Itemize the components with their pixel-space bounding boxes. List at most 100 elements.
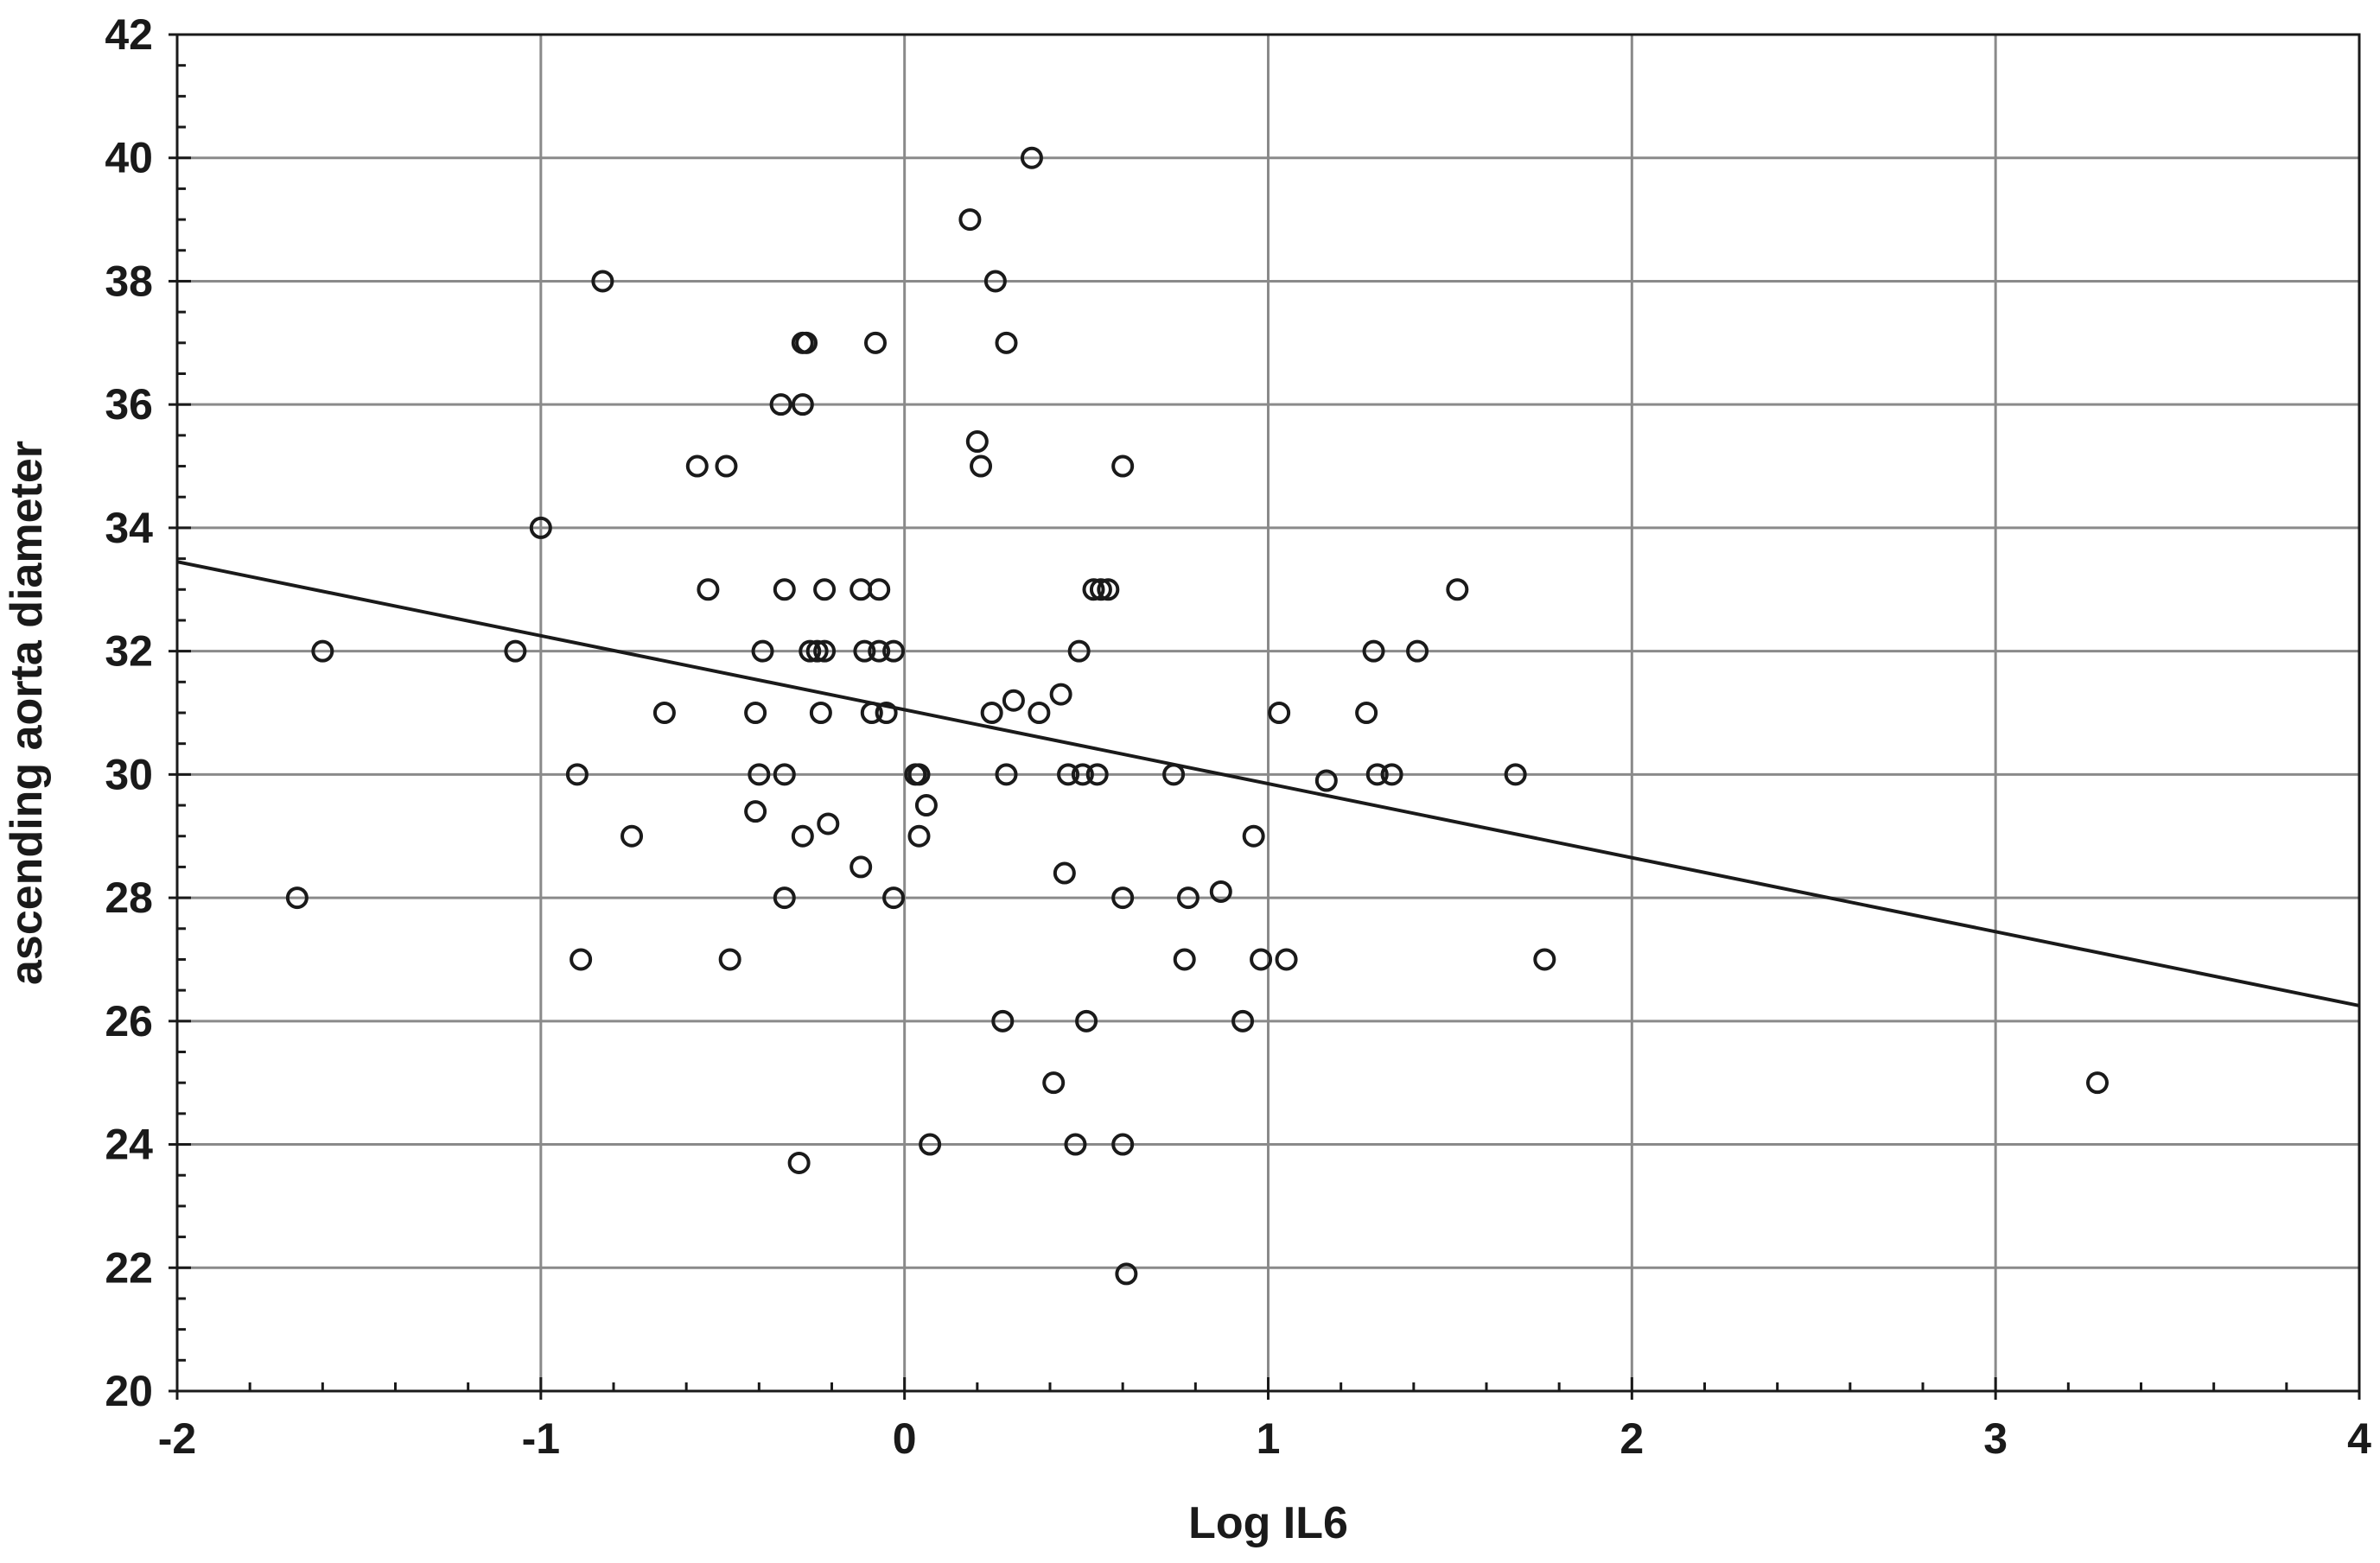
data-point bbox=[1314, 769, 1338, 792]
minor-ticks bbox=[175, 33, 2361, 1393]
data-point bbox=[1533, 948, 1556, 971]
data-point bbox=[1111, 454, 1135, 478]
data-point bbox=[860, 702, 883, 724]
data-point bbox=[791, 393, 814, 416]
y-tick-label: 24 bbox=[105, 1121, 153, 1169]
data-point bbox=[850, 578, 873, 601]
data-point bbox=[1406, 639, 1429, 663]
data-point bbox=[805, 639, 829, 663]
x-tick-label: 3 bbox=[1983, 1414, 2008, 1463]
data-point bbox=[591, 270, 614, 293]
data-point bbox=[965, 430, 989, 453]
data-point bbox=[970, 454, 993, 478]
data-point bbox=[1057, 763, 1080, 786]
data-point bbox=[868, 639, 891, 663]
data-point bbox=[1504, 763, 1527, 786]
data-point bbox=[620, 824, 644, 848]
data-point bbox=[882, 886, 906, 910]
data-point bbox=[1111, 886, 1135, 910]
data-point bbox=[697, 578, 720, 601]
data-point bbox=[1231, 1009, 1255, 1032]
data-point bbox=[799, 639, 822, 663]
data-point bbox=[813, 639, 837, 663]
data-point bbox=[1365, 763, 1389, 786]
data-point bbox=[715, 454, 738, 478]
data-point bbox=[995, 763, 1018, 786]
data-point bbox=[875, 702, 898, 724]
data-point bbox=[1064, 1133, 1087, 1156]
y-tick-label: 42 bbox=[105, 10, 153, 59]
data-point bbox=[791, 824, 814, 848]
data-point bbox=[529, 516, 552, 539]
x-tick-label: 4 bbox=[2347, 1414, 2371, 1463]
data-point bbox=[868, 578, 891, 601]
data-point bbox=[958, 208, 982, 232]
data-point bbox=[773, 763, 796, 786]
data-point bbox=[1071, 763, 1094, 786]
data-point bbox=[1111, 1133, 1135, 1156]
y-tick-label: 38 bbox=[105, 257, 153, 305]
y-tick-label: 30 bbox=[105, 750, 153, 798]
y-tick-label: 22 bbox=[105, 1243, 153, 1292]
data-point bbox=[773, 886, 796, 910]
data-point bbox=[1173, 948, 1196, 971]
data-point bbox=[853, 639, 876, 663]
data-point bbox=[1082, 578, 1105, 601]
x-tick-label: -1 bbox=[522, 1414, 560, 1463]
regression-line bbox=[176, 560, 2360, 1007]
data-point bbox=[685, 454, 709, 478]
data-point bbox=[1275, 948, 1298, 971]
data-point bbox=[1049, 683, 1072, 706]
data-point bbox=[817, 812, 840, 836]
y-tick-label: 40 bbox=[105, 134, 153, 182]
data-point bbox=[1209, 880, 1232, 903]
data-point bbox=[1250, 948, 1273, 971]
data-point bbox=[311, 639, 334, 663]
data-point bbox=[652, 702, 676, 724]
data-point bbox=[991, 1009, 1015, 1032]
x-tick-label: 0 bbox=[893, 1414, 917, 1463]
y-tick-label: 32 bbox=[105, 627, 153, 676]
data-point bbox=[787, 1151, 811, 1174]
data-point bbox=[718, 948, 741, 971]
data-point bbox=[1115, 1262, 1138, 1286]
data-point bbox=[1355, 702, 1378, 724]
data-point bbox=[1020, 146, 1043, 169]
data-point bbox=[1028, 702, 1051, 724]
data-points bbox=[285, 146, 2109, 1286]
x-axis-ticks: -2 -1 0 1 2 3 4 bbox=[158, 1391, 2371, 1463]
data-point bbox=[748, 763, 771, 786]
data-point bbox=[795, 331, 818, 354]
data-point bbox=[1362, 639, 1385, 663]
grid-layer bbox=[177, 35, 2359, 1391]
data-point bbox=[1268, 702, 1291, 724]
y-axis-title: ascending aorta diameter bbox=[2, 441, 52, 985]
y-tick-label: 36 bbox=[105, 380, 153, 429]
data-point bbox=[1242, 824, 1265, 848]
y-tick-label: 28 bbox=[105, 874, 153, 922]
data-point bbox=[2086, 1071, 2109, 1095]
y-tick-label: 26 bbox=[105, 997, 153, 1045]
data-point bbox=[813, 578, 837, 601]
data-point bbox=[1042, 1071, 1066, 1095]
data-point bbox=[504, 639, 527, 663]
data-point bbox=[570, 948, 593, 971]
x-tick-label: -2 bbox=[158, 1414, 196, 1463]
data-point bbox=[809, 702, 832, 724]
data-point bbox=[980, 702, 1003, 724]
data-point bbox=[565, 763, 589, 786]
data-point bbox=[995, 331, 1018, 354]
x-tick-label: 2 bbox=[1620, 1414, 1644, 1463]
data-point bbox=[864, 331, 887, 354]
data-point bbox=[907, 824, 931, 848]
data-point bbox=[751, 639, 774, 663]
data-point bbox=[1002, 689, 1025, 712]
data-point bbox=[1380, 763, 1403, 786]
data-point bbox=[882, 639, 906, 663]
data-point bbox=[1097, 578, 1120, 601]
data-point bbox=[983, 270, 1007, 293]
data-point bbox=[1085, 763, 1109, 786]
data-point bbox=[850, 855, 873, 879]
